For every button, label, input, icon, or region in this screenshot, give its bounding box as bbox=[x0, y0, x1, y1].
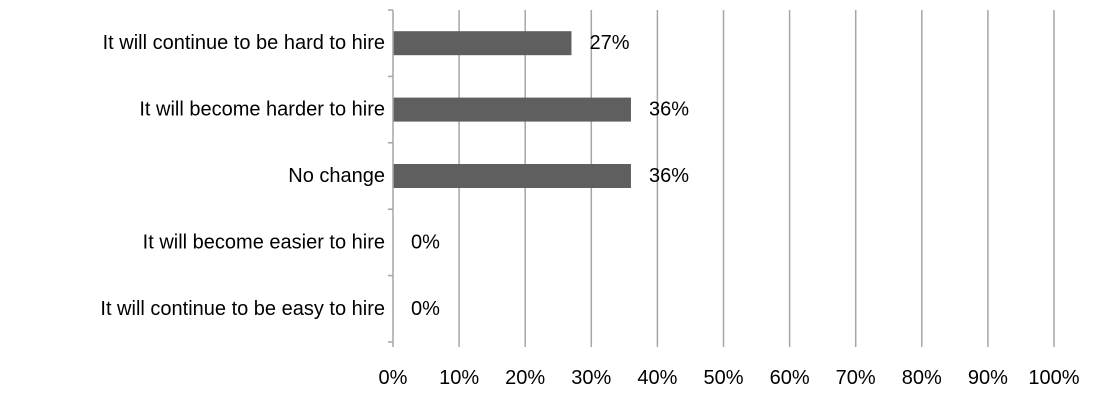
x-tick-label: 90% bbox=[968, 367, 1008, 389]
data-label: 27% bbox=[589, 32, 629, 54]
data-label: 0% bbox=[411, 231, 440, 253]
x-tick-label: 50% bbox=[703, 367, 743, 389]
category-label: No change bbox=[288, 165, 385, 187]
x-tick-label: 10% bbox=[439, 367, 479, 389]
category-label: It will continue to be hard to hire bbox=[103, 32, 385, 54]
category-label: It will become harder to hire bbox=[139, 99, 385, 121]
x-tick-label: 70% bbox=[836, 367, 876, 389]
x-tick-label: 0% bbox=[379, 367, 408, 389]
x-tick-label: 40% bbox=[637, 367, 677, 389]
category-label: It will become easier to hire bbox=[143, 231, 385, 253]
data-label: 0% bbox=[411, 298, 440, 320]
x-tick-label: 20% bbox=[505, 367, 545, 389]
x-tick-label: 30% bbox=[571, 367, 611, 389]
category-label: It will continue to be easy to hire bbox=[100, 298, 385, 320]
x-tick-label: 60% bbox=[770, 367, 810, 389]
bar bbox=[393, 98, 631, 122]
x-tick-label: 100% bbox=[1028, 367, 1079, 389]
bars bbox=[393, 31, 631, 188]
data-label: 36% bbox=[649, 99, 689, 121]
bar bbox=[393, 31, 571, 55]
data-label: 36% bbox=[649, 165, 689, 187]
labels: It will continue to be hard to hire It wi… bbox=[100, 32, 1079, 389]
bar bbox=[393, 164, 631, 188]
x-tick-label: 80% bbox=[902, 367, 942, 389]
